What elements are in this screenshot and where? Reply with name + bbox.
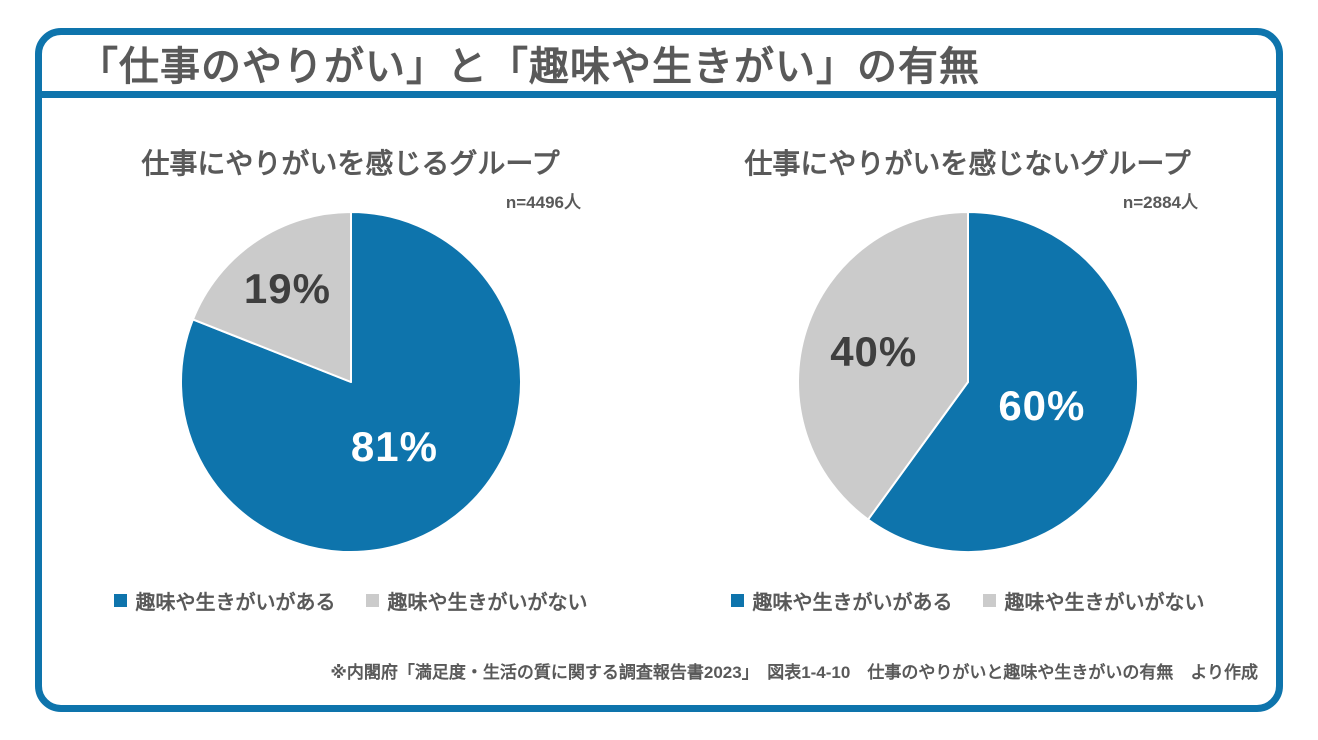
chart-section-yarigai-no: 仕事にやりがいを感じないグループ n=2884人 60% 40% 趣味や生きがいが… [659,98,1276,615]
legend-label: 趣味や生きがいがない [387,592,588,614]
pie-slice-label: 60% [998,382,1086,430]
pie-slice [796,211,969,521]
legend: 趣味や生きがいがある 趣味や生きがいがない [730,586,1205,615]
pie-slice [179,211,522,553]
pie-slice-label: 19% [243,265,331,313]
source-note: ※内閣府「満足度・生活の質に関する調査報告書2023」 図表1-4-10 仕事の… [330,663,1258,682]
pie-chart-wrap: 81% 19% [179,210,523,554]
pie-chart-wrap: 60% 40% [796,210,1140,554]
chart-title: 仕事にやりがいを感じるグループ [141,148,560,179]
pie-slice-label: 40% [830,327,918,375]
legend-item: 趣味や生きがいがない [982,586,1205,615]
legend: 趣味や生きがいがある 趣味や生きがいがない [113,586,588,615]
legend-label: 趣味や生きがいがある [135,592,336,614]
pie-chart [179,211,522,553]
chart-section-yarigai-yes: 仕事にやりがいを感じるグループ n=4496人 81% 19% 趣味や生きがいがあ… [42,98,659,615]
chart-title: 仕事にやりがいを感じないグループ [744,148,1191,179]
pie-slice [191,211,352,383]
legend-item: 趣味や生きがいがある [113,586,336,615]
sample-size-label: n=2884人 [1122,193,1198,212]
legend-label: 趣味や生きがいがない [1004,592,1205,614]
pie-slice [866,211,1139,553]
legend-item: 趣味や生きがいがない [365,586,588,615]
legend-swatch-blue-icon [730,594,744,607]
legend-item: 趣味や生きがいがある [730,586,953,615]
legend-swatch-gray-icon [982,594,996,607]
card-header: 「仕事のやりがい」と「趣味や生きがい」の有無 [42,35,1276,98]
pie-slice-label: 81% [350,422,438,470]
page-title: 「仕事のやりがい」と「趣味や生きがい」の有無 [78,45,980,89]
legend-swatch-blue-icon [113,594,127,607]
chart-card: 「仕事のやりがい」と「趣味や生きがい」の有無 仕事にやりがいを感じるグループ n… [35,28,1283,712]
legend-label: 趣味や生きがいがある [752,592,953,614]
sample-size-label: n=4496人 [505,193,581,212]
legend-swatch-gray-icon [365,594,379,607]
charts-row: 仕事にやりがいを感じるグループ n=4496人 81% 19% 趣味や生きがいがあ… [42,98,1276,615]
pie-chart [796,211,1139,553]
